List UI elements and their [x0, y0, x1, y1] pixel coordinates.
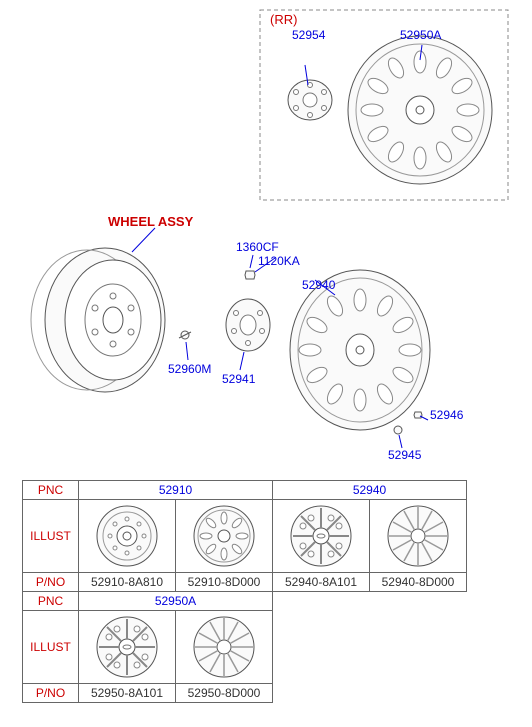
pno-header-1: P/NO: [23, 573, 79, 592]
pnc-52910: 52910: [79, 481, 273, 500]
illust-52910-8A810: [79, 500, 176, 573]
exploded-diagram: (RR) 52954 52950A WHEEL ASSY 1360CF 1120…: [0, 0, 532, 480]
rr-label: (RR): [270, 12, 297, 27]
illust-52940-8D000: [370, 500, 467, 573]
illust-52910-8D000: [176, 500, 273, 573]
pno-1: 52910-8D000: [176, 573, 273, 592]
pnc-header-2: PNC: [23, 592, 79, 611]
parts-table-container: PNC 52910 52940 ILLUST P/NO 52910-8A810 …: [22, 480, 467, 703]
pnc-header-1: PNC: [23, 481, 79, 500]
pno-r2-1: 52950-8D000: [176, 684, 273, 703]
callout-52960M: 52960M: [168, 362, 211, 376]
illust-header-2: ILLUST: [23, 611, 79, 684]
pnc-52940: 52940: [273, 481, 467, 500]
pno-0: 52910-8A810: [79, 573, 176, 592]
pnc-52950A: 52950A: [79, 592, 273, 611]
pno-2: 52940-8A101: [273, 573, 370, 592]
pno-header-2: P/NO: [23, 684, 79, 703]
callout-52946: 52946: [430, 408, 463, 422]
wheel-assy-title: WHEEL ASSY: [108, 214, 193, 229]
callout-1120KA: 1120KA: [258, 254, 300, 268]
callout-1360CF: 1360CF: [236, 240, 279, 254]
illust-52950-8A101: [79, 611, 176, 684]
pno-r2-0: 52950-8A101: [79, 684, 176, 703]
illust-52950-8D000: [176, 611, 273, 684]
illust-52940-8A101: [273, 500, 370, 573]
callout-52954: 52954: [292, 28, 325, 42]
callout-52950A: 52950A: [400, 28, 441, 42]
callout-52941: 52941: [222, 372, 255, 386]
callout-52940: 52940: [302, 278, 335, 292]
pno-3: 52940-8D000: [370, 573, 467, 592]
illust-header-1: ILLUST: [23, 500, 79, 573]
parts-table: PNC 52910 52940 ILLUST P/NO 52910-8A810 …: [22, 480, 467, 703]
callout-52945: 52945: [388, 448, 421, 462]
